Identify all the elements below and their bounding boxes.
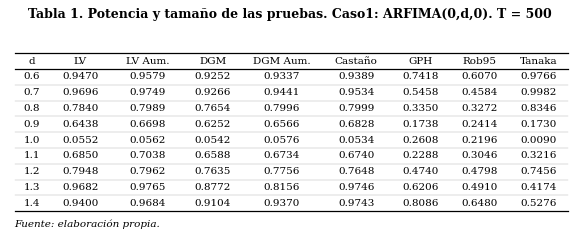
Text: LV Aum.: LV Aum. [126,56,169,66]
Text: 1.1: 1.1 [23,151,40,160]
Text: 0.8772: 0.8772 [195,183,231,192]
Text: 0.9470: 0.9470 [62,72,99,81]
Text: 0.9252: 0.9252 [195,72,231,81]
Text: 0.4910: 0.4910 [461,183,498,192]
Text: 0.7456: 0.7456 [520,167,557,176]
Text: 0.6480: 0.6480 [461,199,498,208]
Text: 0.9370: 0.9370 [263,199,300,208]
Text: 0.9766: 0.9766 [520,72,557,81]
Text: 0.9743: 0.9743 [338,199,374,208]
Text: 0.6734: 0.6734 [263,151,300,160]
Text: 0.7654: 0.7654 [195,104,231,113]
Text: 0.6: 0.6 [23,72,40,81]
Text: 0.7648: 0.7648 [338,167,374,176]
Text: 0.2414: 0.2414 [461,120,498,129]
Text: 0.6438: 0.6438 [62,120,99,129]
Text: 0.9104: 0.9104 [195,199,231,208]
Text: DGM Aum.: DGM Aum. [253,56,310,66]
Text: 1.2: 1.2 [23,167,40,176]
Text: Tabla 1. Potencia y tamaño de las pruebas. Caso1: ARFIMA(0,d,0). T = 500: Tabla 1. Potencia y tamaño de las prueba… [28,8,552,21]
Text: 0.7962: 0.7962 [129,167,166,176]
Text: Rob95: Rob95 [462,56,496,66]
Text: 0.9441: 0.9441 [263,88,300,97]
Text: 0.2608: 0.2608 [403,135,439,145]
Text: 0.7996: 0.7996 [263,104,300,113]
Text: 0.5276: 0.5276 [520,199,557,208]
Text: 0.4584: 0.4584 [461,88,498,97]
Text: 0.7418: 0.7418 [403,72,439,81]
Text: Tanaka: Tanaka [520,56,557,66]
Text: 1.3: 1.3 [23,183,40,192]
Text: 0.8156: 0.8156 [263,183,300,192]
Text: 0.0576: 0.0576 [263,135,300,145]
Text: 1.4: 1.4 [23,199,40,208]
Text: 0.7999: 0.7999 [338,104,374,113]
Text: 0.6566: 0.6566 [263,120,300,129]
Text: DGM: DGM [200,56,227,66]
Text: 0.3272: 0.3272 [461,104,498,113]
Text: 0.9534: 0.9534 [338,88,374,97]
Text: 0.1730: 0.1730 [520,120,557,129]
Text: 0.7038: 0.7038 [129,151,166,160]
Text: 0.3350: 0.3350 [403,104,439,113]
Text: 0.0562: 0.0562 [129,135,166,145]
Text: 0.9684: 0.9684 [129,199,166,208]
Text: 0.9389: 0.9389 [338,72,374,81]
Text: 0.0552: 0.0552 [62,135,99,145]
Text: 0.6850: 0.6850 [62,151,99,160]
Text: 0.6740: 0.6740 [338,151,374,160]
Text: 0.6206: 0.6206 [403,183,439,192]
Text: 0.9400: 0.9400 [62,199,99,208]
Text: 0.7756: 0.7756 [263,167,300,176]
Text: 0.0542: 0.0542 [195,135,231,145]
Text: 0.8: 0.8 [23,104,40,113]
Text: 0.6070: 0.6070 [461,72,498,81]
Text: 0.9579: 0.9579 [129,72,166,81]
Text: 0.7635: 0.7635 [195,167,231,176]
Text: LV: LV [74,56,87,66]
Text: 0.0534: 0.0534 [338,135,374,145]
Text: 0.2196: 0.2196 [461,135,498,145]
Text: 0.3216: 0.3216 [520,151,557,160]
Text: 0.4798: 0.4798 [461,167,498,176]
Text: 0.6588: 0.6588 [195,151,231,160]
Text: 0.7: 0.7 [23,88,40,97]
Text: 0.7989: 0.7989 [129,104,166,113]
Text: 0.9266: 0.9266 [195,88,231,97]
Text: 0.9746: 0.9746 [338,183,374,192]
Text: 0.9696: 0.9696 [62,88,99,97]
Text: 0.9682: 0.9682 [62,183,99,192]
Text: Fuente: elaboración propia.: Fuente: elaboración propia. [14,219,160,229]
Text: 0.9765: 0.9765 [129,183,166,192]
Text: GPH: GPH [408,56,433,66]
Text: 0.7948: 0.7948 [62,167,99,176]
Text: 0.0090: 0.0090 [520,135,557,145]
Text: 0.8086: 0.8086 [403,199,439,208]
Text: 0.5458: 0.5458 [403,88,439,97]
Text: 0.4740: 0.4740 [403,167,439,176]
Text: 0.9337: 0.9337 [263,72,300,81]
Text: 0.2288: 0.2288 [403,151,439,160]
Text: 0.6252: 0.6252 [195,120,231,129]
Text: d: d [28,56,35,66]
Text: Castaño: Castaño [335,56,378,66]
Text: 0.6698: 0.6698 [129,120,166,129]
Text: 0.8346: 0.8346 [520,104,557,113]
Text: 0.7840: 0.7840 [62,104,99,113]
Text: 0.9982: 0.9982 [520,88,557,97]
Text: 0.9749: 0.9749 [129,88,166,97]
Text: 0.9: 0.9 [23,120,40,129]
Text: 0.6828: 0.6828 [338,120,374,129]
Text: 0.4174: 0.4174 [520,183,557,192]
Text: 0.3046: 0.3046 [461,151,498,160]
Text: 1.0: 1.0 [23,135,40,145]
Text: 0.1738: 0.1738 [403,120,439,129]
